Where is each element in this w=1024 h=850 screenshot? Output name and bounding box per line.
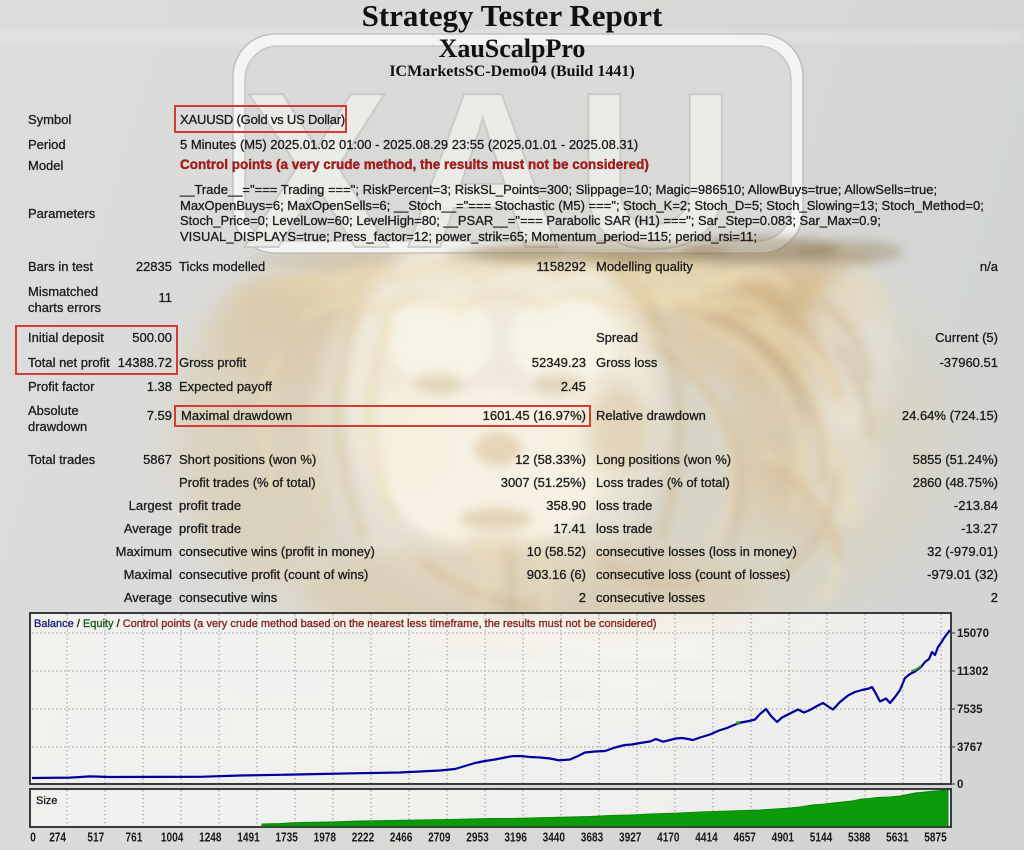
svg-text:15070: 15070 — [957, 628, 989, 640]
svg-text:0: 0 — [30, 830, 36, 845]
svg-text:3196: 3196 — [504, 830, 526, 845]
svg-text:274: 274 — [49, 830, 66, 845]
svg-text:11302: 11302 — [957, 666, 988, 678]
svg-text:1491: 1491 — [237, 830, 259, 845]
svg-text:761: 761 — [126, 830, 143, 845]
svg-text:4170: 4170 — [657, 830, 679, 845]
svg-text:4657: 4657 — [734, 830, 756, 845]
svg-text:5144: 5144 — [810, 830, 833, 845]
svg-text:4414: 4414 — [695, 830, 718, 845]
svg-text:1735: 1735 — [275, 830, 297, 845]
svg-text:2466: 2466 — [390, 830, 412, 845]
svg-text:2709: 2709 — [428, 830, 450, 845]
svg-text:3927: 3927 — [619, 830, 641, 845]
svg-text:3683: 3683 — [581, 830, 603, 845]
svg-text:1004: 1004 — [161, 830, 184, 845]
svg-text:1248: 1248 — [199, 830, 221, 845]
svg-text:1978: 1978 — [314, 830, 336, 845]
svg-text:3767: 3767 — [957, 742, 983, 754]
svg-text:3440: 3440 — [543, 830, 565, 845]
svg-text:5875: 5875 — [924, 830, 946, 845]
svg-text:4901: 4901 — [772, 830, 794, 845]
svg-text:7535: 7535 — [957, 704, 983, 716]
svg-text:5388: 5388 — [848, 830, 870, 845]
svg-text:5631: 5631 — [886, 830, 908, 845]
svg-text:517: 517 — [87, 830, 104, 845]
svg-text:2953: 2953 — [466, 830, 488, 845]
svg-text:2222: 2222 — [352, 830, 374, 845]
svg-text:0: 0 — [957, 779, 963, 791]
